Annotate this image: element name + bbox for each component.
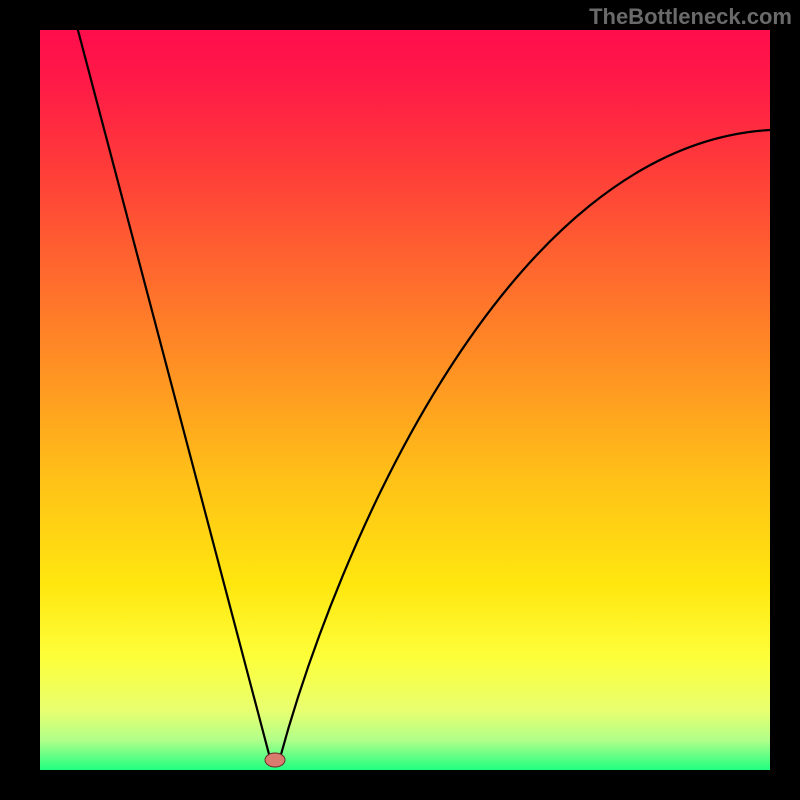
chart-container: TheBottleneck.com <box>0 0 800 800</box>
gradient-backdrop <box>40 30 770 770</box>
chart-svg <box>0 0 800 800</box>
watermark: TheBottleneck.com <box>589 4 792 30</box>
minimum-marker <box>265 753 285 767</box>
